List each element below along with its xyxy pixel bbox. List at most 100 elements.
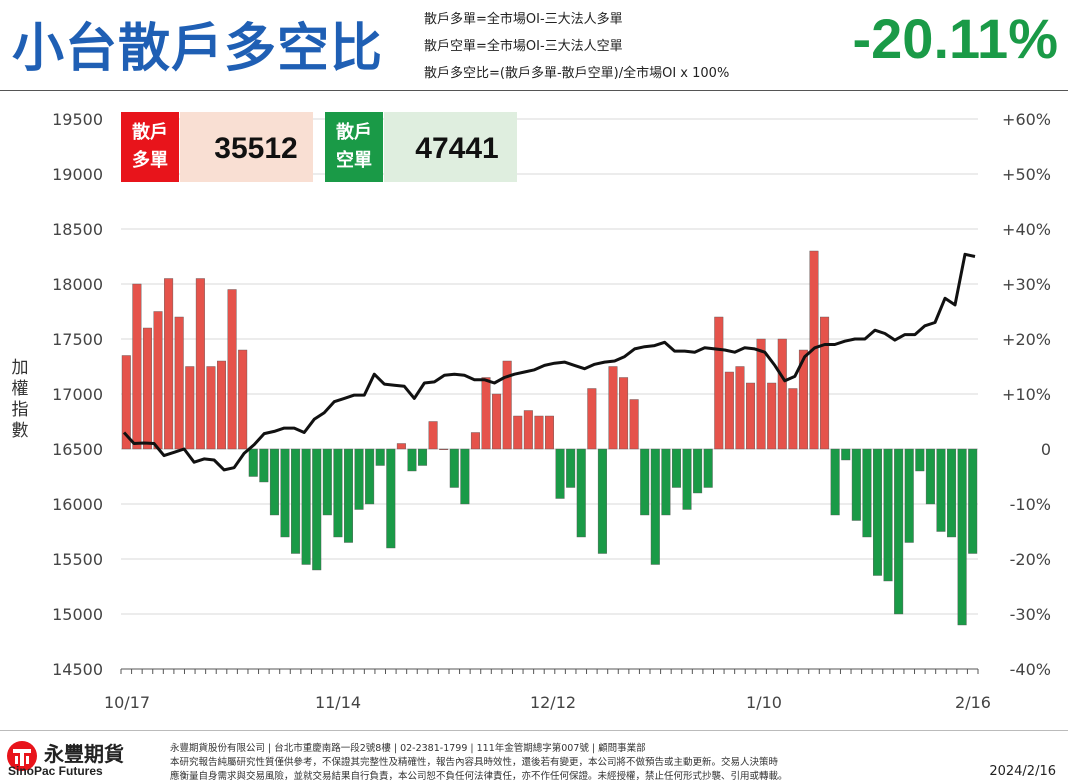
ratio-bar [756, 338, 766, 450]
ratio-bar [354, 448, 364, 510]
left-tick-label: 17500 [52, 330, 103, 349]
right-tick-label: +60% [1002, 110, 1051, 129]
left-tick-label: 15000 [52, 605, 103, 624]
ratio-bar [375, 448, 385, 466]
short-value-bg [384, 112, 517, 182]
ratio-bar [767, 382, 777, 450]
ratio-bar [470, 432, 480, 450]
ratio-bar [206, 366, 216, 450]
ratio-bar [820, 316, 830, 450]
right-tick-label: +20% [1002, 330, 1051, 349]
ratio-bar [238, 349, 248, 450]
ratio-bar [492, 393, 502, 450]
ratio-bar [851, 448, 861, 521]
ratio-bar [386, 448, 396, 549]
brand-name: 永豐期貨 [44, 742, 124, 766]
right-tick-label: -30% [1010, 605, 1051, 624]
ratio-bar [396, 443, 406, 450]
definition-short: 散戶空單=全市場OI-三大法人空單 [424, 39, 623, 54]
ratio-bar [185, 366, 195, 450]
ratio-bar [735, 366, 745, 450]
ratio-bar [650, 448, 660, 565]
right-tick-label: +50% [1002, 165, 1051, 184]
ratio-bar [227, 289, 237, 450]
ratio-bar [841, 448, 851, 461]
right-tick-label: -40% [1010, 660, 1051, 679]
left-tick-label: 17000 [52, 385, 103, 404]
index-line [122, 252, 976, 472]
brand-name-en: SinoPac Futures [8, 764, 103, 778]
long-label-bg [121, 112, 179, 182]
ratio-bar [259, 448, 269, 483]
ratio-bar [894, 448, 904, 615]
ratio-bar [502, 360, 512, 450]
ratio-bar [883, 448, 893, 582]
right-tick-label: -20% [1010, 550, 1051, 569]
footer-divider [0, 730, 1068, 731]
ratio-bar [513, 415, 523, 450]
right-tick-label: +10% [1002, 385, 1051, 404]
ratio-bar [597, 448, 607, 554]
long-value: 35512 [214, 132, 297, 165]
sinopac-logo-icon [7, 741, 37, 771]
ratio-bar [957, 448, 967, 626]
short-label-line2: 空單 [336, 149, 372, 171]
ratio-bar [534, 415, 544, 450]
ratio-bar [872, 448, 882, 576]
latest-ratio: -20.11% [852, 7, 1059, 70]
ratio-bar [936, 448, 946, 532]
ratio-bar [195, 278, 205, 450]
ratio-bar [968, 448, 978, 554]
ratio-bar [365, 448, 375, 505]
header-divider [0, 90, 1068, 91]
ratio-bar [798, 349, 808, 450]
definition-long: 散戶多單=全市場OI-三大法人多單 [424, 12, 623, 27]
x-tick-label: 10/17 [104, 693, 150, 712]
ratio-bar [640, 448, 650, 516]
left-tick-label: 18000 [52, 275, 103, 294]
ratio-bar [322, 448, 332, 516]
ratio-bar [587, 388, 597, 450]
short-value: 47441 [415, 132, 498, 165]
ratio-bar [746, 382, 756, 450]
right-tick-label: -10% [1010, 495, 1051, 514]
ratio-bar [460, 448, 470, 505]
x-tick-label: 1/10 [746, 693, 782, 712]
ratio-bar [904, 448, 914, 543]
ratio-bar [830, 448, 840, 516]
ratio-bar [418, 448, 428, 466]
ratio-bar [915, 448, 925, 472]
ratio-bar [142, 327, 152, 450]
ratio-bar [523, 410, 533, 450]
ratio-bar [661, 448, 671, 516]
chart: 19500 19000 18500 18000 17500 17000 16500 16000… [52, 110, 1051, 712]
ratio-bar [925, 448, 935, 505]
right-tick-label: +30% [1002, 275, 1051, 294]
ratio-bar [153, 311, 163, 450]
ratio-bar [788, 388, 798, 450]
ratio-bar [121, 355, 131, 450]
ratio-bar [777, 338, 787, 450]
ratio-bar [545, 415, 554, 450]
short-label-bg [325, 112, 383, 182]
left-tick-label: 16500 [52, 440, 103, 459]
short-label-line1: 散戶 [336, 121, 372, 143]
long-value-bg [180, 112, 313, 182]
definition-ratio: 散戶多空比=(散戶多單-散戶空單)/全市場OI x 100% [424, 66, 730, 81]
x-tick-label: 2/16 [955, 693, 991, 712]
ratio-bar [333, 448, 343, 538]
ratio-bar [693, 448, 703, 494]
left-tick-label: 16000 [52, 495, 103, 514]
right-tick-label: 0 [1041, 440, 1051, 459]
ratio-bar [301, 448, 311, 565]
right-tick-label: +40% [1002, 220, 1051, 239]
ratio-bar [555, 448, 565, 499]
left-axis-label: 加權指數 [11, 358, 29, 441]
page-title: 小台散戶多空比 [12, 19, 384, 79]
x-tick-label: 12/12 [530, 693, 576, 712]
ratio-bar [343, 448, 353, 543]
ratio-bar [862, 448, 872, 538]
left-tick-label: 14500 [52, 660, 103, 679]
left-tick-label: 15500 [52, 550, 103, 569]
long-label-line2: 多單 [132, 149, 168, 171]
